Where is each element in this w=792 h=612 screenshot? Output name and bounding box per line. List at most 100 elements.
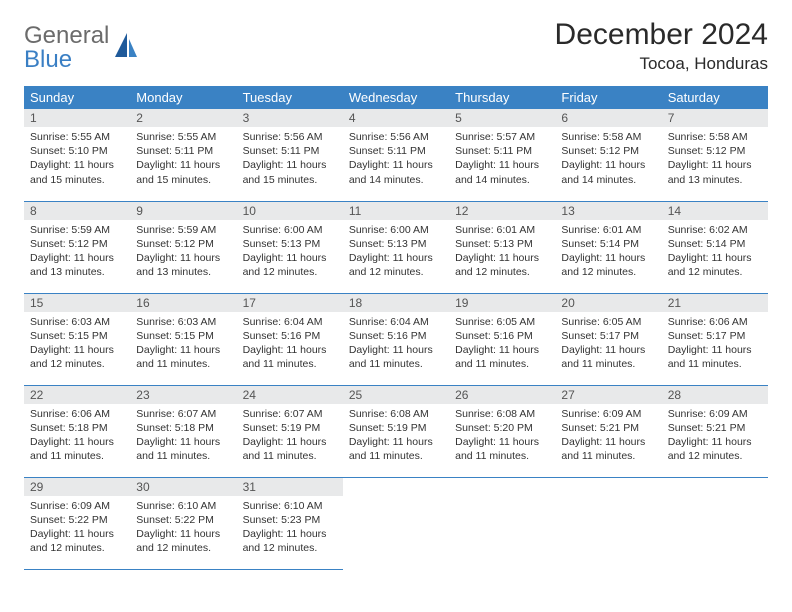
daylight-line: Daylight: 11 hours and 11 minutes. xyxy=(561,435,655,463)
daylight-line: Daylight: 11 hours and 11 minutes. xyxy=(455,343,549,371)
sunset-line: Sunset: 5:18 PM xyxy=(136,421,230,435)
sail-icon xyxy=(113,31,139,59)
day-body: Sunrise: 6:03 AMSunset: 5:15 PMDaylight:… xyxy=(24,312,130,376)
day-number: 22 xyxy=(24,386,130,404)
sunset-line: Sunset: 5:22 PM xyxy=(136,513,230,527)
day-body: Sunrise: 6:02 AMSunset: 5:14 PMDaylight:… xyxy=(662,220,768,284)
day-number: 19 xyxy=(449,294,555,312)
day-body: Sunrise: 6:07 AMSunset: 5:19 PMDaylight:… xyxy=(237,404,343,468)
daylight-line: Daylight: 11 hours and 15 minutes. xyxy=(243,158,337,186)
day-number: 1 xyxy=(24,109,130,127)
calendar-cell: 1Sunrise: 5:55 AMSunset: 5:10 PMDaylight… xyxy=(24,109,130,201)
day-number: 20 xyxy=(555,294,661,312)
sunrise-line: Sunrise: 6:08 AM xyxy=(349,407,443,421)
sunset-line: Sunset: 5:12 PM xyxy=(30,237,124,251)
calendar-cell: 5Sunrise: 5:57 AMSunset: 5:11 PMDaylight… xyxy=(449,109,555,201)
daylight-line: Daylight: 11 hours and 12 minutes. xyxy=(668,435,762,463)
day-number: 18 xyxy=(343,294,449,312)
calendar-cell: 24Sunrise: 6:07 AMSunset: 5:19 PMDayligh… xyxy=(237,385,343,477)
sunset-line: Sunset: 5:15 PM xyxy=(136,329,230,343)
day-body: Sunrise: 6:08 AMSunset: 5:19 PMDaylight:… xyxy=(343,404,449,468)
sunset-line: Sunset: 5:19 PM xyxy=(349,421,443,435)
daylight-line: Daylight: 11 hours and 12 minutes. xyxy=(561,251,655,279)
sunset-line: Sunset: 5:11 PM xyxy=(136,144,230,158)
day-number: 24 xyxy=(237,386,343,404)
sunset-line: Sunset: 5:17 PM xyxy=(668,329,762,343)
day-body: Sunrise: 5:55 AMSunset: 5:11 PMDaylight:… xyxy=(130,127,236,191)
sunrise-line: Sunrise: 6:10 AM xyxy=(136,499,230,513)
calendar-cell: 3Sunrise: 5:56 AMSunset: 5:11 PMDaylight… xyxy=(237,109,343,201)
day-body: Sunrise: 6:00 AMSunset: 5:13 PMDaylight:… xyxy=(237,220,343,284)
sunrise-line: Sunrise: 5:55 AM xyxy=(136,130,230,144)
daylight-line: Daylight: 11 hours and 14 minutes. xyxy=(455,158,549,186)
sunrise-line: Sunrise: 6:00 AM xyxy=(243,223,337,237)
day-number: 4 xyxy=(343,109,449,127)
daylight-line: Daylight: 11 hours and 11 minutes. xyxy=(30,435,124,463)
day-number: 16 xyxy=(130,294,236,312)
calendar-cell: .. xyxy=(449,477,555,569)
day-number: 26 xyxy=(449,386,555,404)
calendar-cell: 23Sunrise: 6:07 AMSunset: 5:18 PMDayligh… xyxy=(130,385,236,477)
daylight-line: Daylight: 11 hours and 11 minutes. xyxy=(243,343,337,371)
day-body: Sunrise: 5:55 AMSunset: 5:10 PMDaylight:… xyxy=(24,127,130,191)
calendar-cell: 8Sunrise: 5:59 AMSunset: 5:12 PMDaylight… xyxy=(24,201,130,293)
header: General Blue December 2024 Tocoa, Hondur… xyxy=(24,18,768,74)
day-number: 17 xyxy=(237,294,343,312)
month-title: December 2024 xyxy=(555,18,768,52)
sunrise-line: Sunrise: 6:09 AM xyxy=(30,499,124,513)
day-body: Sunrise: 6:01 AMSunset: 5:13 PMDaylight:… xyxy=(449,220,555,284)
day-body: Sunrise: 6:04 AMSunset: 5:16 PMDaylight:… xyxy=(237,312,343,376)
day-body: Sunrise: 6:05 AMSunset: 5:16 PMDaylight:… xyxy=(449,312,555,376)
daylight-line: Daylight: 11 hours and 12 minutes. xyxy=(136,527,230,555)
calendar-cell: 20Sunrise: 6:05 AMSunset: 5:17 PMDayligh… xyxy=(555,293,661,385)
sunset-line: Sunset: 5:18 PM xyxy=(30,421,124,435)
daylight-line: Daylight: 11 hours and 14 minutes. xyxy=(561,158,655,186)
calendar-cell: 18Sunrise: 6:04 AMSunset: 5:16 PMDayligh… xyxy=(343,293,449,385)
daylight-line: Daylight: 11 hours and 12 minutes. xyxy=(243,251,337,279)
calendar-cell: 2Sunrise: 5:55 AMSunset: 5:11 PMDaylight… xyxy=(130,109,236,201)
calendar-cell: 15Sunrise: 6:03 AMSunset: 5:15 PMDayligh… xyxy=(24,293,130,385)
daylight-line: Daylight: 11 hours and 11 minutes. xyxy=(455,435,549,463)
calendar-row: 15Sunrise: 6:03 AMSunset: 5:15 PMDayligh… xyxy=(24,293,768,385)
daylight-line: Daylight: 11 hours and 11 minutes. xyxy=(561,343,655,371)
calendar-cell: 16 Sunrise: 6:03 AMSunset: 5:15 PMDayligh… xyxy=(130,293,236,385)
daylight-line: Daylight: 11 hours and 15 minutes. xyxy=(30,158,124,186)
logo-blue: Blue xyxy=(24,48,109,72)
calendar-cell: 29Sunrise: 6:09 AMSunset: 5:22 PMDayligh… xyxy=(24,477,130,569)
day-number: 11 xyxy=(343,202,449,220)
sunrise-line: Sunrise: 6:09 AM xyxy=(668,407,762,421)
sunset-line: Sunset: 5:11 PM xyxy=(349,144,443,158)
daylight-line: Daylight: 11 hours and 11 minutes. xyxy=(136,343,230,371)
sunrise-line: Sunrise: 6:07 AM xyxy=(136,407,230,421)
calendar-body: 1Sunrise: 5:55 AMSunset: 5:10 PMDaylight… xyxy=(24,109,768,569)
sunset-line: Sunset: 5:11 PM xyxy=(455,144,549,158)
daylight-line: Daylight: 11 hours and 12 minutes. xyxy=(30,527,124,555)
weekday-header: Friday xyxy=(555,86,661,109)
calendar-cell: 10Sunrise: 6:00 AMSunset: 5:13 PMDayligh… xyxy=(237,201,343,293)
calendar-cell: 17Sunrise: 6:04 AMSunset: 5:16 PMDayligh… xyxy=(237,293,343,385)
sunset-line: Sunset: 5:22 PM xyxy=(30,513,124,527)
sunset-line: Sunset: 5:10 PM xyxy=(30,144,124,158)
day-body: Sunrise: 6:10 AMSunset: 5:22 PMDaylight:… xyxy=(130,496,236,560)
sunrise-line: Sunrise: 6:04 AM xyxy=(349,315,443,329)
day-number: 30 xyxy=(130,478,236,496)
daylight-line: Daylight: 11 hours and 12 minutes. xyxy=(455,251,549,279)
sunrise-line: Sunrise: 6:04 AM xyxy=(243,315,337,329)
sunrise-line: Sunrise: 5:57 AM xyxy=(455,130,549,144)
day-body: Sunrise: 5:58 AMSunset: 5:12 PMDaylight:… xyxy=(555,127,661,191)
daylight-line: Daylight: 11 hours and 11 minutes. xyxy=(243,435,337,463)
daylight-line: Daylight: 11 hours and 12 minutes. xyxy=(243,527,337,555)
day-body: Sunrise: 5:58 AMSunset: 5:12 PMDaylight:… xyxy=(662,127,768,191)
calendar-cell: 25Sunrise: 6:08 AMSunset: 5:19 PMDayligh… xyxy=(343,385,449,477)
daylight-line: Daylight: 11 hours and 12 minutes. xyxy=(30,343,124,371)
sunset-line: Sunset: 5:19 PM xyxy=(243,421,337,435)
day-number: 27 xyxy=(555,386,661,404)
sunset-line: Sunset: 5:14 PM xyxy=(561,237,655,251)
sunrise-line: Sunrise: 6:03 AM xyxy=(136,315,230,329)
location: Tocoa, Honduras xyxy=(555,54,768,74)
day-body: Sunrise: 6:04 AMSunset: 5:16 PMDaylight:… xyxy=(343,312,449,376)
calendar-row: 1Sunrise: 5:55 AMSunset: 5:10 PMDaylight… xyxy=(24,109,768,201)
title-block: December 2024 Tocoa, Honduras xyxy=(555,18,768,74)
day-body: Sunrise: 6:10 AMSunset: 5:23 PMDaylight:… xyxy=(237,496,343,560)
logo-general: General xyxy=(24,22,109,49)
